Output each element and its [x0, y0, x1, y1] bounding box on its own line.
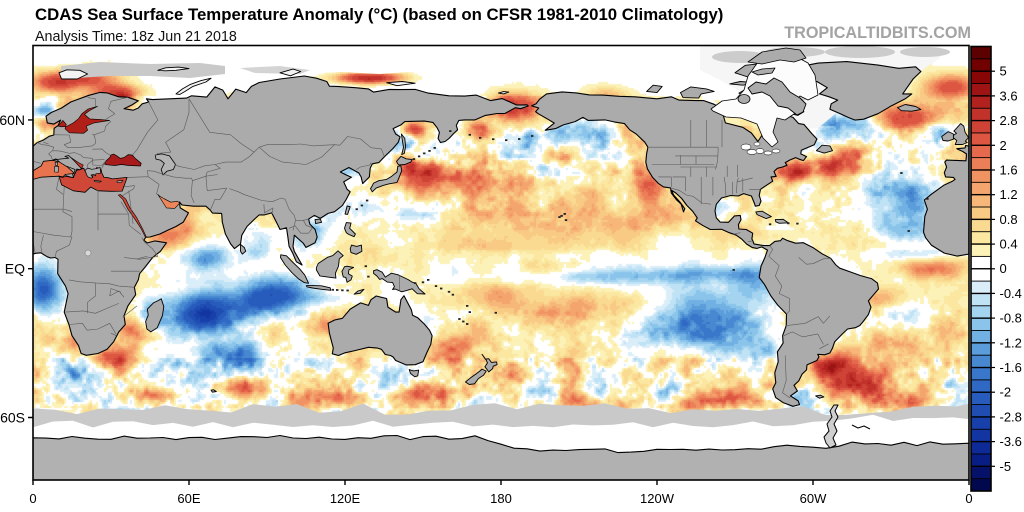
svg-text:-0.4: -0.4	[1000, 286, 1022, 301]
svg-text:60E: 60E	[177, 491, 200, 506]
svg-text:-2: -2	[1000, 385, 1012, 400]
svg-text:-5: -5	[1000, 459, 1012, 474]
svg-text:TROPICALTIDBITS.COM: TROPICALTIDBITS.COM	[784, 24, 971, 42]
svg-text:-3.6: -3.6	[1000, 434, 1022, 449]
svg-text:0.8: 0.8	[1000, 212, 1018, 227]
svg-text:60S: 60S	[0, 410, 25, 426]
svg-text:0: 0	[1000, 261, 1007, 276]
svg-text:2.8: 2.8	[1000, 113, 1018, 128]
svg-text:120W: 120W	[640, 491, 675, 506]
svg-text:1.6: 1.6	[1000, 163, 1018, 178]
svg-text:5: 5	[1000, 64, 1007, 79]
svg-text:-0.8: -0.8	[1000, 311, 1022, 326]
svg-text:0: 0	[29, 491, 36, 506]
svg-text:Analysis Time: 18z Jun 21 2018: Analysis Time: 18z Jun 21 2018	[35, 29, 237, 45]
svg-text:120E: 120E	[330, 491, 361, 506]
svg-text:EQ: EQ	[5, 261, 25, 277]
svg-text:-2.8: -2.8	[1000, 409, 1022, 424]
svg-text:0.4: 0.4	[1000, 237, 1018, 252]
svg-text:2: 2	[1000, 138, 1007, 153]
svg-text:3.6: 3.6	[1000, 88, 1018, 103]
svg-text:60W: 60W	[800, 491, 827, 506]
svg-text:1.2: 1.2	[1000, 187, 1018, 202]
svg-text:60N: 60N	[0, 112, 25, 128]
svg-text:0: 0	[965, 491, 972, 506]
svg-text:180: 180	[490, 491, 512, 506]
svg-text:-1.2: -1.2	[1000, 335, 1022, 350]
svg-text:CDAS Sea Surface Temperature A: CDAS Sea Surface Temperature Anomaly (°C…	[35, 5, 723, 24]
svg-text:-1.6: -1.6	[1000, 360, 1022, 375]
